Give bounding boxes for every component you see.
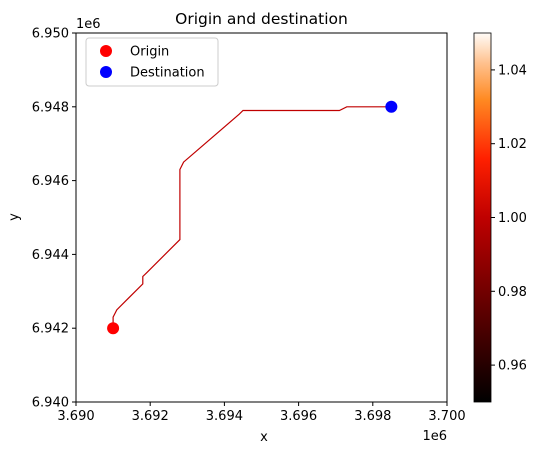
x-tick-label: 3.690: [57, 409, 94, 424]
y-tick-label: 6.950: [32, 27, 69, 42]
y-offset-label: 1e6: [76, 17, 101, 32]
y-tick-label: 6.944: [32, 248, 69, 263]
x-tick-label: 3.698: [354, 409, 391, 424]
legend: Origin Destination: [85, 37, 219, 87]
x-tick-label: 3.696: [280, 409, 317, 424]
x-offset-label: 1e6: [422, 429, 447, 444]
y-axis: 6.940 6.942 6.944 6.946 6.948 6.950: [32, 27, 76, 411]
point-origin: [107, 322, 120, 335]
colorbar: 0.96 0.98 1.00 1.02 1.04: [473, 32, 527, 403]
y-tick-label: 6.940: [32, 396, 69, 411]
x-tick-label: 3.694: [206, 409, 243, 424]
point-destination: [385, 100, 398, 113]
legend-marker-origin: [100, 45, 112, 57]
legend-box: [85, 37, 219, 87]
legend-marker-destination: [100, 66, 112, 78]
y-tick-label: 6.948: [32, 100, 69, 115]
chart-title: Origin and destination: [175, 10, 348, 28]
x-axis: 3.690 3.692 3.694 3.696 3.698 3.700: [57, 402, 466, 424]
y-tick-label: 6.946: [32, 174, 69, 189]
colorbar-tick-label: 1.02: [498, 137, 527, 152]
colorbar-axis: 0.96 0.98 1.00 1.02 1.04: [491, 63, 527, 374]
colorbar-tick-label: 1.00: [498, 211, 527, 226]
legend-label-origin: Origin: [130, 45, 169, 60]
y-axis-label: y: [7, 213, 22, 221]
colorbar-gradient: [473, 32, 492, 403]
points-layer: [107, 100, 398, 335]
plot-area: [75, 32, 448, 403]
colorbar-tick-label: 0.96: [498, 359, 527, 374]
x-axis-label: x: [260, 430, 268, 445]
x-tick-label: 3.692: [132, 409, 169, 424]
y-tick-label: 6.942: [32, 322, 69, 337]
legend-label-destination: Destination: [130, 66, 205, 81]
route-path: [112, 106, 392, 329]
colorbar-tick-label: 1.04: [498, 63, 527, 78]
x-tick-label: 3.700: [428, 409, 465, 424]
colorbar-tick-label: 0.98: [498, 285, 527, 300]
